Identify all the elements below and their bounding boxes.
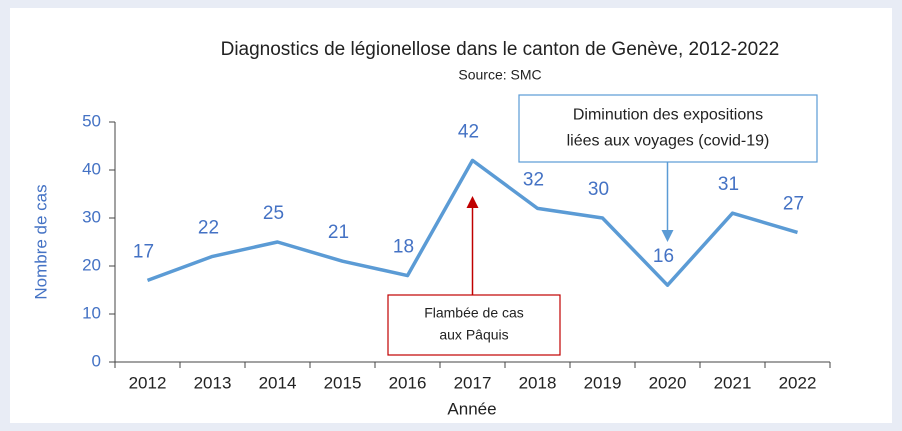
- y-tick-label: 20: [82, 255, 101, 274]
- data-label: 31: [718, 174, 739, 195]
- chart-title: Diagnostics de légionellose dans le cant…: [221, 39, 780, 60]
- x-tick-label: 2017: [454, 373, 492, 392]
- y-tick-label: 10: [82, 303, 101, 322]
- y-axis-label: Nombre de cas: [31, 184, 50, 299]
- data-label: 18: [393, 237, 414, 258]
- x-tick-label: 2013: [194, 373, 232, 392]
- x-axis-label: Année: [447, 399, 496, 418]
- data-label: 21: [328, 222, 349, 243]
- x-tick-label: 2018: [519, 373, 557, 392]
- data-label: 32: [523, 169, 544, 190]
- data-line: [146, 158, 798, 287]
- data-label: 22: [198, 217, 219, 238]
- data-label: 30: [588, 179, 609, 200]
- data-label: 27: [783, 193, 804, 214]
- data-label: 16: [653, 246, 674, 267]
- data-label: 42: [458, 121, 479, 142]
- annotation-arrowhead: [661, 230, 674, 242]
- y-tick-label: 40: [82, 159, 101, 178]
- x-tick-label: 2015: [324, 373, 362, 392]
- annotation-box: [387, 294, 561, 356]
- x-tick-label: 2021: [714, 373, 752, 392]
- annotation-arrowhead: [466, 196, 479, 208]
- annotation-text: Flambée de cas: [424, 305, 524, 321]
- annotation-text: Diminution des expositions: [573, 107, 763, 124]
- x-tick-label: 2012: [129, 373, 167, 392]
- x-tick-label: 2020: [649, 373, 687, 392]
- y-tick-label: 50: [82, 111, 101, 130]
- chart-subtitle: Source: SMC: [458, 67, 541, 83]
- x-tick-label: 2019: [584, 373, 622, 392]
- y-tick-label: 0: [92, 351, 101, 370]
- chart-background: [10, 8, 892, 423]
- annotation-text: aux Pâquis: [439, 327, 508, 343]
- annotation-text: liées aux voyages (covid-19): [567, 133, 770, 150]
- y-tick-label: 30: [82, 207, 101, 226]
- x-tick-label: 2016: [389, 373, 427, 392]
- x-tick-label: 2022: [779, 373, 817, 392]
- x-tick-label: 2014: [259, 373, 297, 392]
- data-label: 17: [133, 241, 154, 262]
- data-label: 25: [263, 203, 284, 224]
- annotation-box: [518, 94, 818, 163]
